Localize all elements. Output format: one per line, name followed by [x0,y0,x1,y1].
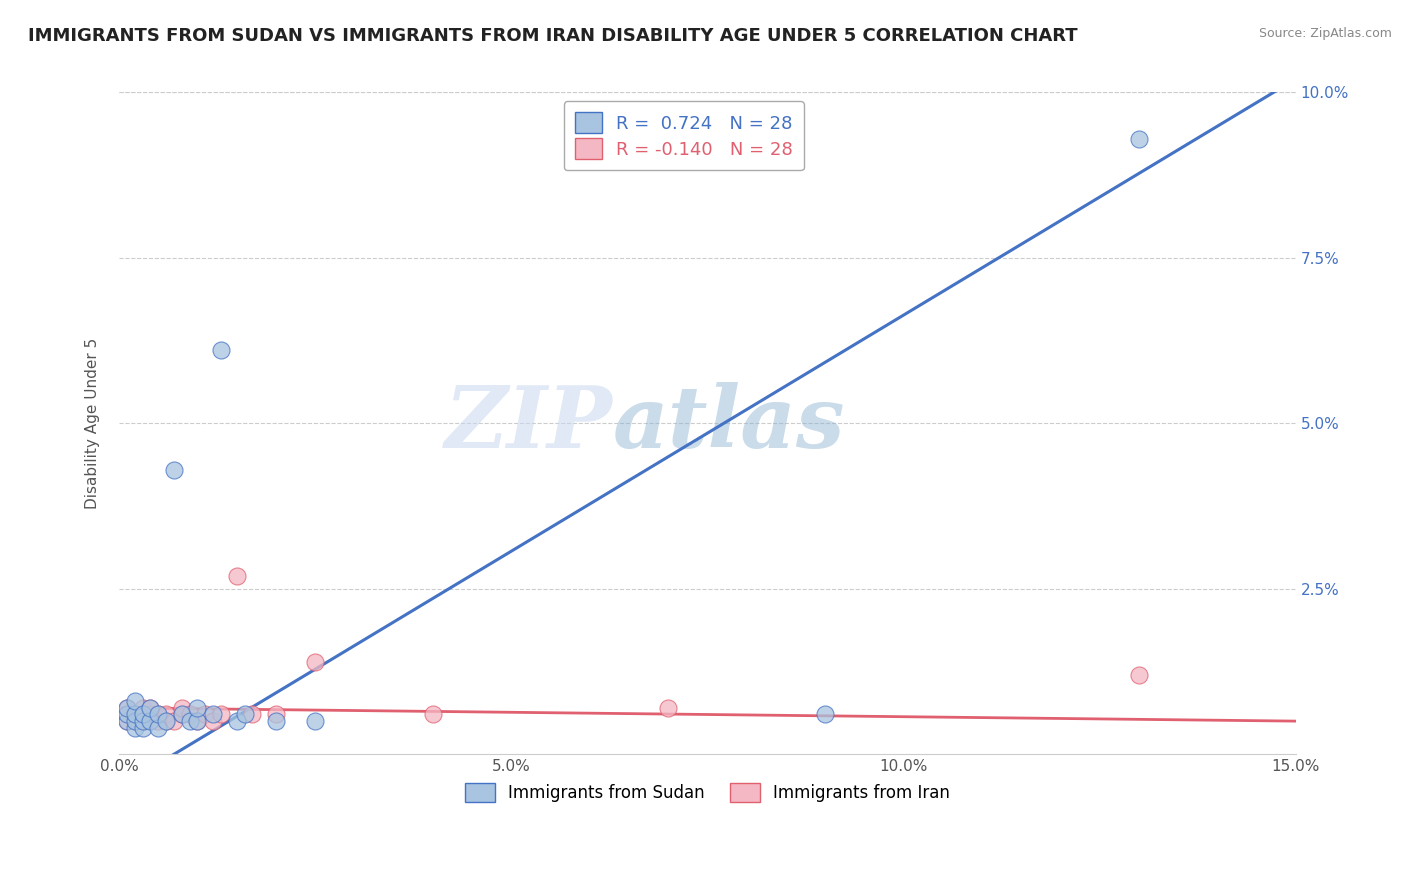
Point [155,714,177,728]
Point [124,694,146,708]
Point [131,707,153,722]
Point [657,701,679,715]
Point [131,714,153,728]
Point [148,707,170,722]
Point [225,714,247,728]
Point [209,707,232,722]
Point [124,714,146,728]
Point [115,707,138,722]
Point [124,707,146,722]
Point [124,707,146,722]
Point [148,707,170,722]
Point [115,714,138,728]
Point [139,707,162,722]
Point [194,707,217,722]
Point [163,462,186,476]
Point [131,701,153,715]
Point [186,714,208,728]
Point [1128,667,1150,681]
Point [186,701,208,715]
Point [131,714,153,728]
Point [155,714,177,728]
Point [1128,131,1150,145]
Point [304,714,326,728]
Point [139,701,162,715]
Text: atlas: atlas [613,382,845,465]
Text: ZIP: ZIP [446,382,613,465]
Point [170,707,193,722]
Legend: Immigrants from Sudan, Immigrants from Iran: Immigrants from Sudan, Immigrants from I… [454,772,960,812]
Point [124,721,146,735]
Point [422,707,444,722]
Point [225,568,247,582]
Point [814,707,837,722]
Point [155,707,177,722]
Point [170,707,193,722]
Point [139,714,162,728]
Point [148,714,170,728]
Point [148,721,170,735]
Y-axis label: Disability Age Under 5: Disability Age Under 5 [86,338,100,509]
Text: IMMIGRANTS FROM SUDAN VS IMMIGRANTS FROM IRAN DISABILITY AGE UNDER 5 CORRELATION: IMMIGRANTS FROM SUDAN VS IMMIGRANTS FROM… [28,27,1078,45]
Point [163,714,186,728]
Point [131,721,153,735]
Point [202,714,225,728]
Point [124,714,146,728]
Point [304,655,326,669]
Text: Source: ZipAtlas.com: Source: ZipAtlas.com [1258,27,1392,40]
Point [170,701,193,715]
Point [202,707,225,722]
Point [115,701,138,715]
Point [139,701,162,715]
Point [115,701,138,715]
Point [233,707,256,722]
Point [179,714,201,728]
Point [209,343,232,358]
Point [131,707,153,722]
Point [179,707,201,722]
Point [115,714,138,728]
Point [264,714,287,728]
Point [264,707,287,722]
Point [242,707,264,722]
Point [186,714,208,728]
